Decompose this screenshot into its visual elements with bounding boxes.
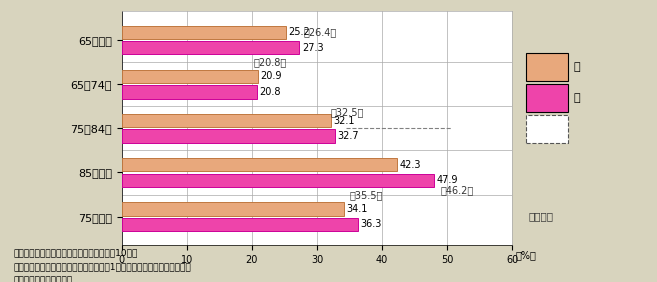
Bar [122, 70, 258, 83]
Text: 42.3: 42.3 [399, 160, 421, 170]
Text: 資料：厚生省「国民生活基礎調査」（平成10年）: 資料：厚生省「国民生活基礎調査」（平成10年） [13, 248, 137, 257]
Bar [122, 85, 257, 98]
Text: （　）内は男女計の値: （ ）内は男女計の値 [13, 276, 72, 282]
Text: 女: 女 [574, 93, 580, 103]
Text: （%）: （%） [516, 250, 537, 260]
Text: （20.8）: （20.8） [254, 58, 287, 68]
Text: 27.3: 27.3 [302, 43, 324, 53]
Bar [122, 26, 286, 39]
Bar [122, 114, 330, 127]
Bar [122, 129, 334, 143]
Text: 25.2: 25.2 [288, 27, 310, 37]
Text: 32.7: 32.7 [337, 131, 359, 141]
Text: 36.3: 36.3 [361, 219, 382, 229]
Text: 注：日常生活に影響がある者に入院者、1か月以上の就床者を含んだ数字: 注：日常生活に影響がある者に入院者、1か月以上の就床者を含んだ数字 [13, 262, 191, 271]
Bar [122, 41, 300, 54]
Bar [122, 174, 434, 187]
Text: （35.5）: （35.5） [350, 190, 383, 200]
Text: （32.5）: （32.5） [330, 107, 363, 117]
Text: 20.9: 20.9 [260, 71, 282, 81]
Text: 20.8: 20.8 [260, 87, 281, 97]
Text: 男女計: 男女計 [527, 124, 546, 134]
Bar [122, 202, 344, 215]
Text: 32.1: 32.1 [333, 116, 355, 125]
Text: 男: 男 [574, 62, 580, 72]
Text: （再掲）: （再掲） [529, 212, 554, 222]
Text: （26.4）: （26.4） [304, 27, 336, 37]
Bar [122, 218, 358, 231]
Text: （46.2）: （46.2） [440, 186, 474, 195]
Text: 47.9: 47.9 [436, 175, 458, 185]
Text: 34.1: 34.1 [346, 204, 368, 214]
Bar [122, 158, 397, 171]
